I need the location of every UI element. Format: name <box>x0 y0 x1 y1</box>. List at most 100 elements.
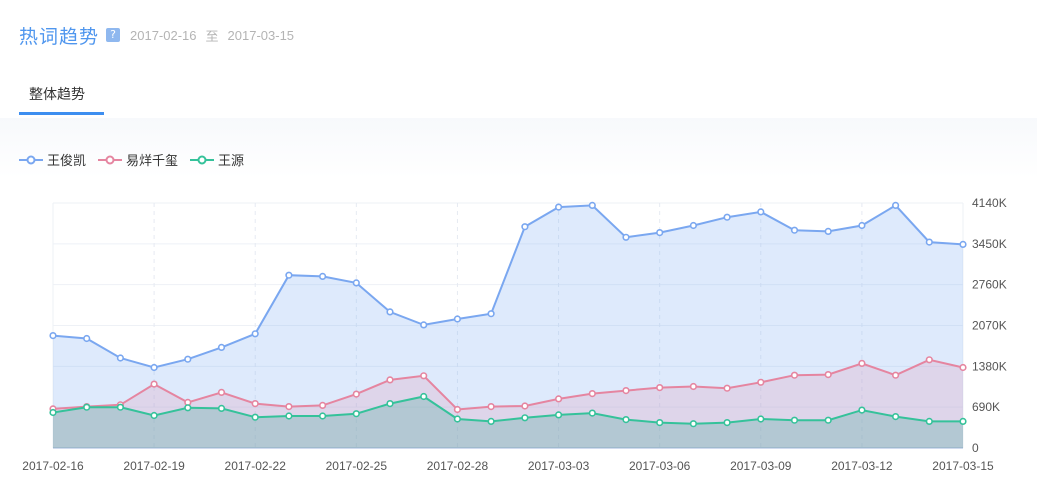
data-point <box>420 321 428 329</box>
data-point <box>689 221 698 230</box>
data-point <box>757 415 765 423</box>
legend-item-series-1[interactable]: 王俊凯 <box>19 150 86 169</box>
data-point <box>689 420 698 428</box>
data-point <box>285 271 293 279</box>
legend-label: 王俊凯 <box>47 154 87 169</box>
data-point <box>723 384 731 392</box>
help-icon[interactable]: ? <box>106 28 121 42</box>
data-point <box>184 404 192 412</box>
data-point <box>858 221 866 230</box>
data-point <box>656 419 664 427</box>
date-separator: 至 <box>205 29 219 45</box>
series-line-1 <box>52 204 964 369</box>
data-point <box>386 376 394 384</box>
y-tick-label: 4140K <box>972 196 1007 210</box>
chart-legend: 王俊凯 易烊千玺 王源 <box>19 150 256 169</box>
data-point <box>453 415 462 423</box>
series-line-3 <box>52 395 963 425</box>
series-area-3 <box>53 396 963 448</box>
data-point <box>251 330 259 338</box>
data-point <box>217 404 226 413</box>
data-point <box>83 334 91 343</box>
data-point <box>453 405 462 414</box>
start-date: 2017-02-16 <box>130 27 197 43</box>
data-point <box>858 359 866 368</box>
x-tick-label: 2017-02-16 <box>22 459 84 473</box>
legend-line-icon <box>19 155 43 164</box>
data-point <box>757 378 765 386</box>
data-point <box>184 355 192 363</box>
x-tick-label: 2017-02-25 <box>326 459 388 473</box>
data-point <box>891 201 900 209</box>
data-point <box>656 384 664 392</box>
x-tick-label: 2017-03-15 <box>932 459 994 473</box>
legend-line-icon <box>190 155 215 164</box>
y-tick-label: 2760K <box>972 278 1007 292</box>
tab-overall-trend[interactable]: 整体趋势 <box>29 87 85 103</box>
y-tick-label: 0 <box>972 441 979 455</box>
legend-item-series-3[interactable]: 王源 <box>190 150 244 169</box>
data-point <box>386 308 394 316</box>
data-point <box>116 354 124 362</box>
data-point <box>386 400 394 408</box>
data-point <box>217 343 226 352</box>
data-point <box>824 371 832 379</box>
x-tick-label: 2017-03-06 <box>629 459 691 473</box>
data-point <box>487 403 495 411</box>
data-point <box>49 332 57 340</box>
x-tick-label: 2017-03-09 <box>730 459 792 473</box>
tab-bar: 整体趋势 <box>19 78 104 115</box>
data-point <box>588 201 596 209</box>
data-point <box>251 400 259 408</box>
data-point <box>420 372 428 380</box>
data-point <box>723 419 731 427</box>
data-point <box>925 417 933 426</box>
y-tick-label: 2070K <box>972 319 1007 333</box>
data-point <box>285 403 293 411</box>
data-point <box>891 371 900 379</box>
data-point <box>689 382 698 391</box>
y-tick-label: 690K <box>972 400 1000 414</box>
data-point <box>150 380 158 388</box>
data-point <box>656 229 664 237</box>
data-point <box>352 410 360 418</box>
data-point <box>116 403 124 411</box>
data-point <box>554 395 563 403</box>
data-point <box>521 223 529 231</box>
legend-line-icon <box>98 155 123 164</box>
data-point <box>49 408 57 417</box>
data-point <box>588 390 596 398</box>
data-point <box>622 233 630 241</box>
data-point <box>217 388 226 397</box>
legend-label: 易烊千玺 <box>126 154 179 169</box>
data-point <box>588 409 596 417</box>
data-point <box>319 412 327 420</box>
data-point <box>487 310 495 318</box>
data-point <box>352 390 360 398</box>
data-point <box>319 401 327 410</box>
chart-panel <box>0 118 1037 491</box>
data-point <box>420 392 428 401</box>
page-title: 热词趋势 <box>19 25 100 48</box>
data-point <box>723 213 731 221</box>
series-area-2 <box>53 359 963 448</box>
data-point <box>554 203 563 211</box>
data-point <box>757 208 765 216</box>
data-point <box>925 356 933 364</box>
legend-item-series-2[interactable]: 易烊千玺 <box>98 150 178 169</box>
data-point <box>521 402 529 410</box>
header: 热词趋势 ? 2017-02-16 至 2017-03-15 <box>19 20 294 50</box>
data-point <box>824 227 832 235</box>
data-point <box>521 414 529 422</box>
data-point <box>959 363 967 372</box>
data-point <box>150 411 158 420</box>
data-point <box>251 413 259 421</box>
x-tick-label: 2017-02-22 <box>225 459 287 473</box>
active-tab-indicator <box>19 112 104 115</box>
data-point <box>925 238 933 246</box>
data-point <box>622 387 630 395</box>
data-point <box>790 416 799 424</box>
data-point <box>554 411 563 419</box>
data-point <box>453 315 462 323</box>
